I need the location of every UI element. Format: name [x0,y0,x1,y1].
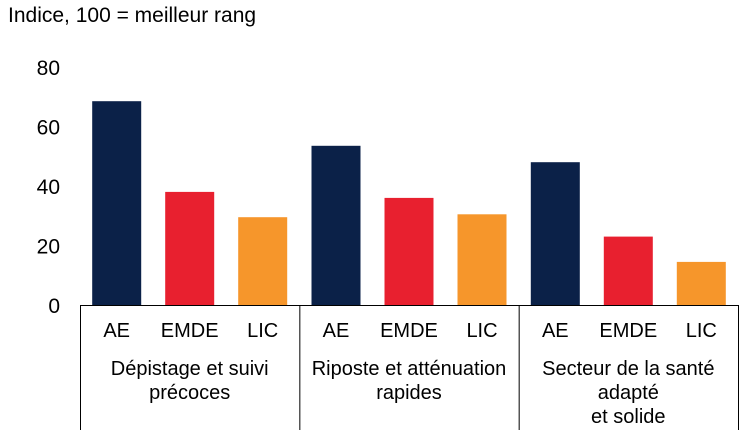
category-label: LIC [686,320,717,342]
bar-emde [384,197,434,305]
group-label: précoces [149,382,230,404]
category-label: LIC [247,320,278,342]
bar-emde [165,191,215,305]
y-tick-label: 40 [37,176,60,199]
y-tick-label: 60 [37,117,60,140]
y-axis-label: Indice, 100 = meilleur rang [8,4,257,27]
group-label: Riposte et atténuation [312,358,507,380]
bar-lic [676,261,726,305]
y-tick-label: 0 [48,295,60,318]
bar-lic [457,214,507,305]
bar-ae [530,162,580,305]
category-label: LIC [466,320,497,342]
category-label: AE [323,320,350,342]
group-label: rapides [376,382,442,404]
category-label: AE [103,320,130,342]
group-label: adapté [598,382,659,404]
group-label: Secteur de la santé [542,358,714,380]
group-label: Dépistage et suivi [111,358,269,380]
category-label: EMDE [161,320,219,342]
bar-ae [92,101,142,305]
category-label: EMDE [599,320,657,342]
y-tick-label: 80 [37,57,60,80]
bar-emde [603,236,653,305]
bar-lic [238,217,288,305]
y-tick-label: 20 [37,236,60,259]
category-label: EMDE [380,320,438,342]
bar-ae [311,145,361,305]
category-label: AE [542,320,569,342]
group-label: et solide [591,406,666,428]
